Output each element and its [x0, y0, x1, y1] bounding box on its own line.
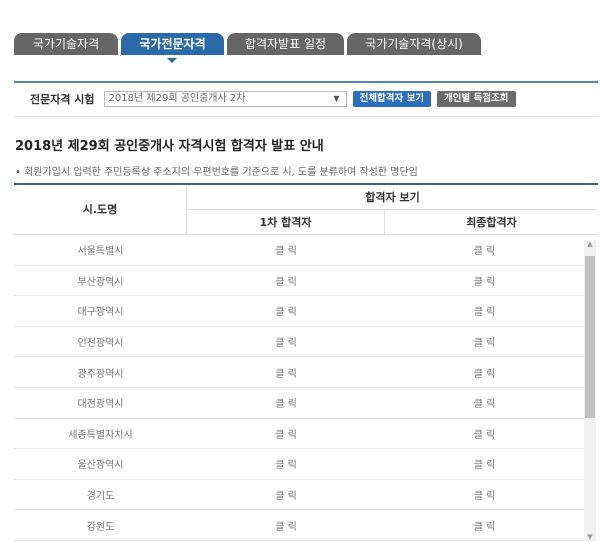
table-row: 대전광역시 클 릭 클 릭: [14, 388, 584, 419]
table-row: 경기도 클 릭 클 릭: [14, 480, 584, 511]
final-pass-link[interactable]: 클 릭: [473, 429, 496, 441]
table-row: 강원도 클 릭 클 릭: [14, 510, 584, 541]
filter-bar: 전문자격 시험 2018년 제29회 공인중개사 2차 ▼ 전체합격자 보기 개인…: [30, 90, 522, 107]
col-final: 최종합격자: [385, 210, 598, 235]
region-name: 광주광역시: [77, 368, 124, 380]
first-pass-link[interactable]: 클 릭: [275, 276, 297, 288]
final-pass-link[interactable]: 클 릭: [473, 338, 496, 350]
region-name: 대구광역시: [77, 307, 124, 319]
tab-national-technical-regular[interactable]: 국가기술자격(상시): [347, 33, 481, 55]
results-table-header: 시.도명 합격자 보기 1차 합격자 최종합격자: [14, 183, 598, 235]
final-pass-link[interactable]: 클 릭: [473, 399, 496, 411]
first-pass-link[interactable]: 클 릭: [275, 460, 297, 472]
tab-bar: 국가기술자격 국가전문자격 합격자발표 일정 국가기술자격(상시): [14, 33, 481, 55]
scrollbar[interactable]: ▲ ▼: [584, 240, 596, 541]
dropdown-arrow-icon: ▼: [333, 93, 340, 103]
table-row: 대구광역시 클 릭 클 릭: [14, 296, 584, 327]
region-name: 서울특별시: [77, 246, 124, 258]
region-name: 울산광역시: [77, 460, 124, 472]
table-row: 인천광역시 클 릭 클 릭: [14, 327, 584, 358]
col-first: 1차 합격자: [187, 210, 385, 235]
first-pass-link[interactable]: 클 릭: [275, 491, 297, 503]
table-row: 부산광역시 클 릭 클 릭: [14, 266, 584, 297]
exam-label: 전문자격 시험: [30, 92, 95, 106]
final-pass-link[interactable]: 클 릭: [473, 276, 496, 288]
page-title: 2018년 제29회 공인중개사 자격시험 합격자 발표 안내: [15, 139, 324, 154]
col-group: 합격자 보기: [187, 185, 598, 210]
region-name: 인천광역시: [77, 338, 124, 350]
region-name: 세종특별자치시: [68, 429, 133, 441]
tab-announcement-schedule[interactable]: 합격자발표 일정: [227, 33, 344, 55]
first-pass-link[interactable]: 클 릭: [275, 521, 297, 533]
divider: [14, 81, 598, 83]
tab-national-professional[interactable]: 국가전문자격: [121, 33, 224, 55]
first-pass-link[interactable]: 클 릭: [275, 338, 297, 350]
final-pass-link[interactable]: 클 릭: [473, 246, 496, 258]
scrollbar-thumb[interactable]: [585, 256, 595, 418]
final-pass-link[interactable]: 클 릭: [473, 521, 496, 533]
final-pass-link[interactable]: 클 릭: [473, 491, 496, 503]
col-region: 시.도명: [14, 185, 187, 235]
table-row: 세종특별자치시 클 릭 클 릭: [14, 419, 584, 450]
region-name: 경기도: [86, 491, 115, 503]
scroll-down-icon[interactable]: ▼: [587, 533, 593, 541]
note-text: • 회원가입시 입력한 주민등록상 주소지의 우편번호를 기준으로 시, 도를 …: [15, 167, 418, 178]
exam-select-value: 2018년 제29회 공인중개사 2차: [108, 92, 246, 104]
first-pass-link[interactable]: 클 릭: [275, 429, 297, 441]
first-pass-link[interactable]: 클 릭: [275, 246, 297, 258]
view-all-button[interactable]: 전체합격자 보기: [352, 90, 432, 107]
final-pass-link[interactable]: 클 릭: [473, 368, 496, 380]
table-row: 울산광역시 클 릭 클 릭: [14, 449, 584, 480]
region-name: 강원도: [86, 521, 115, 533]
region-name: 부산광역시: [77, 276, 124, 288]
personal-score-button[interactable]: 개인별 득점조회: [437, 90, 516, 107]
final-pass-link[interactable]: 클 릭: [473, 307, 496, 319]
tab-national-technical[interactable]: 국가기술자격: [14, 33, 118, 55]
table-row: 서울특별시 클 릭 클 릭: [14, 235, 584, 266]
exam-select[interactable]: 2018년 제29회 공인중개사 2차 ▼: [103, 90, 347, 107]
first-pass-link[interactable]: 클 릭: [275, 307, 297, 319]
divider: [14, 116, 598, 117]
chevron-down-icon: [167, 58, 177, 63]
scroll-up-icon[interactable]: ▲: [587, 240, 593, 248]
final-pass-link[interactable]: 클 릭: [473, 460, 496, 472]
first-pass-link[interactable]: 클 릭: [275, 368, 297, 380]
first-pass-link[interactable]: 클 릭: [275, 399, 297, 411]
region-name: 대전광역시: [77, 399, 124, 411]
table-row: 광주광역시 클 릭 클 릭: [14, 357, 584, 388]
